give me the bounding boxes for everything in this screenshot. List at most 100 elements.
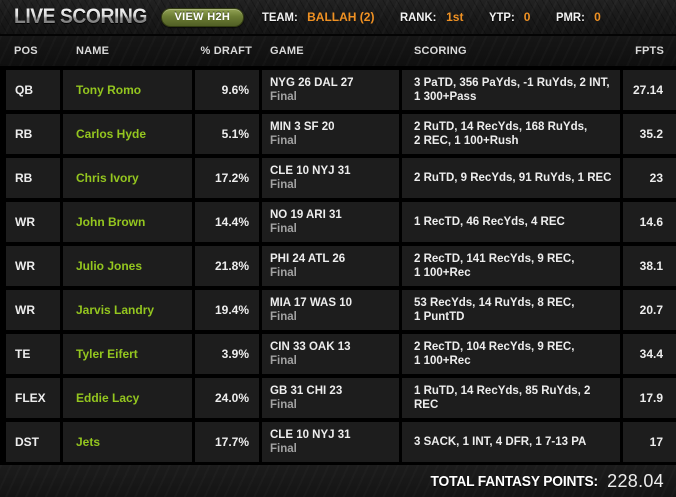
- table-row: RB Carlos Hyde 5.1% MIN 3 SF 20 Final 2 …: [0, 110, 676, 154]
- page-title: LIVE SCORING: [14, 5, 147, 28]
- scoring-breakdown: 2 RuTD, 9 RecYds, 91 RuYds, 1 REC: [402, 158, 623, 198]
- scoring-line-1: 3 PaTD, 356 PaYds, -1 RuYds, 2 INT,: [414, 77, 610, 89]
- stat-rank: RANK: 1st: [400, 10, 463, 24]
- scoring-line-2: 1 PuntTD: [414, 311, 465, 323]
- game-score: PHI 24 ATL 26: [270, 253, 346, 265]
- game-status: Final: [270, 179, 297, 191]
- column-header-fpts: FPTS: [635, 45, 664, 57]
- draft-percentage: 3.9%: [195, 334, 262, 374]
- team-stats-bar: TEAM: BALLAH (2) RANK: 1st YTP: 0 PMR: 0: [262, 10, 601, 24]
- player-position: TE: [0, 334, 63, 374]
- scoring-breakdown: 2 RecTD, 104 RecYds, 9 REC, 1 100+Rec: [402, 334, 623, 374]
- draft-percentage: 5.1%: [195, 114, 262, 154]
- fantasy-points: 17: [623, 422, 676, 462]
- game-status: Final: [270, 399, 297, 411]
- stat-team-value: BALLAH (2): [307, 10, 375, 24]
- player-name-link[interactable]: John Brown: [63, 202, 195, 242]
- player-position: WR: [0, 290, 63, 330]
- game-cell: MIA 17 WAS 10 Final: [262, 290, 402, 330]
- game-cell: CIN 33 OAK 13 Final: [262, 334, 402, 374]
- scoring-line-2: 1 100+Rec: [414, 267, 471, 279]
- stat-pmr-label: PMR:: [556, 10, 586, 24]
- stat-pmr-value: 0: [594, 10, 601, 24]
- scoring-line-1: 2 RecTD, 141 RecYds, 9 REC,: [414, 253, 575, 265]
- game-status: Final: [270, 267, 297, 279]
- game-status: Final: [270, 91, 297, 103]
- game-cell: PHI 24 ATL 26 Final: [262, 246, 402, 286]
- game-score: CIN 33 OAK 13: [270, 341, 351, 353]
- total-points-bar: TOTAL FANTASY POINTS: 228.04: [0, 462, 676, 497]
- fantasy-points: 34.4: [623, 334, 676, 374]
- column-header-draft: % DRAFT: [200, 45, 252, 57]
- table-row: RB Chris Ivory 17.2% CLE 10 NYJ 31 Final…: [0, 154, 676, 198]
- stat-pmr: PMR: 0: [556, 10, 600, 24]
- game-status: Final: [270, 355, 297, 367]
- player-name-link[interactable]: Julio Jones: [63, 246, 195, 286]
- stat-ytp: YTP: 0: [489, 10, 530, 24]
- scoring-line-2: 1 100+Rec: [414, 355, 471, 367]
- player-name-link[interactable]: Jarvis Landry: [63, 290, 195, 330]
- game-cell: NO 19 ARI 31 Final: [262, 202, 402, 242]
- stat-ytp-label: YTP:: [489, 10, 516, 24]
- table-row: TE Tyler Eifert 3.9% CIN 33 OAK 13 Final…: [0, 330, 676, 374]
- player-position: QB: [0, 70, 63, 110]
- game-status: Final: [270, 223, 297, 235]
- stat-rank-label: RANK:: [400, 10, 437, 24]
- fantasy-points: 14.6: [623, 202, 676, 242]
- game-score: MIN 3 SF 20: [270, 121, 335, 133]
- draft-percentage: 17.2%: [195, 158, 262, 198]
- scoring-line-1: 2 RuTD, 14 RecYds, 168 RuYds,: [414, 121, 588, 133]
- table-row: FLEX Eddie Lacy 24.0% GB 31 CHI 23 Final…: [0, 374, 676, 418]
- player-name-link[interactable]: Tony Romo: [63, 70, 195, 110]
- view-h2h-button[interactable]: VIEW H2H: [160, 7, 245, 27]
- player-position: FLEX: [0, 378, 63, 418]
- player-position: WR: [0, 246, 63, 286]
- scoring-breakdown: 3 PaTD, 356 PaYds, -1 RuYds, 2 INT, 1 30…: [402, 70, 623, 110]
- scoring-line-1: 53 RecYds, 14 RuYds, 8 REC,: [414, 297, 575, 309]
- draft-percentage: 24.0%: [195, 378, 262, 418]
- table-row: WR Jarvis Landry 19.4% MIA 17 WAS 10 Fin…: [0, 286, 676, 330]
- player-name-link[interactable]: Chris Ivory: [63, 158, 195, 198]
- scoring-line-2: 1 300+Pass: [414, 91, 477, 103]
- column-header-name: NAME: [76, 45, 110, 57]
- total-points-value: 228.04: [607, 470, 664, 491]
- scoring-line-2: 2 REC, 1 100+Rush: [414, 135, 519, 147]
- scoring-line-1: 2 RecTD, 104 RecYds, 9 REC,: [414, 341, 575, 353]
- player-position: WR: [0, 202, 63, 242]
- game-score: NYG 26 DAL 27: [270, 77, 354, 89]
- fantasy-points: 23: [623, 158, 676, 198]
- draft-percentage: 17.7%: [195, 422, 262, 462]
- player-name-link[interactable]: Carlos Hyde: [63, 114, 195, 154]
- fantasy-points: 17.9: [623, 378, 676, 418]
- player-position: DST: [0, 422, 63, 462]
- game-score: NO 19 ARI 31: [270, 209, 342, 221]
- stat-team-label: TEAM:: [262, 10, 298, 24]
- draft-percentage: 19.4%: [195, 290, 262, 330]
- player-name-link[interactable]: Tyler Eifert: [63, 334, 195, 374]
- table-row: WR Julio Jones 21.8% PHI 24 ATL 26 Final…: [0, 242, 676, 286]
- game-score: CLE 10 NYJ 31: [270, 429, 351, 441]
- player-position: RB: [0, 114, 63, 154]
- scoring-line-1: 2 RuTD, 9 RecYds, 91 RuYds, 1 REC: [414, 172, 612, 184]
- table-row: DST Jets 17.7% CLE 10 NYJ 31 Final 3 SAC…: [0, 418, 676, 462]
- game-status: Final: [270, 135, 297, 147]
- game-cell: CLE 10 NYJ 31 Final: [262, 422, 402, 462]
- game-cell: MIN 3 SF 20 Final: [262, 114, 402, 154]
- fantasy-points: 35.2: [623, 114, 676, 154]
- table-row: QB Tony Romo 9.6% NYG 26 DAL 27 Final 3 …: [0, 66, 676, 110]
- player-name-link[interactable]: Jets: [63, 422, 195, 462]
- game-cell: NYG 26 DAL 27 Final: [262, 70, 402, 110]
- scoring-line-1: 3 SACK, 1 INT, 4 DFR, 1 7-13 PA: [414, 436, 587, 448]
- scoring-line-1: 1 RuTD, 14 RecYds, 85 RuYds, 2 REC: [414, 385, 591, 411]
- column-header-game: GAME: [270, 45, 304, 57]
- top-bar: LIVE SCORING VIEW H2H TEAM: BALLAH (2) R…: [0, 0, 676, 36]
- lineup-table: QB Tony Romo 9.6% NYG 26 DAL 27 Final 3 …: [0, 66, 676, 462]
- scoring-line-1: 1 RecTD, 46 RecYds, 4 REC: [414, 216, 565, 228]
- table-header-row: POS NAME % DRAFT GAME SCORING FPTS: [0, 36, 676, 66]
- player-name-link[interactable]: Eddie Lacy: [63, 378, 195, 418]
- fantasy-points: 20.7: [623, 290, 676, 330]
- game-cell: GB 31 CHI 23 Final: [262, 378, 402, 418]
- draft-percentage: 21.8%: [195, 246, 262, 286]
- total-points-label: TOTAL FANTASY POINTS:: [430, 472, 599, 490]
